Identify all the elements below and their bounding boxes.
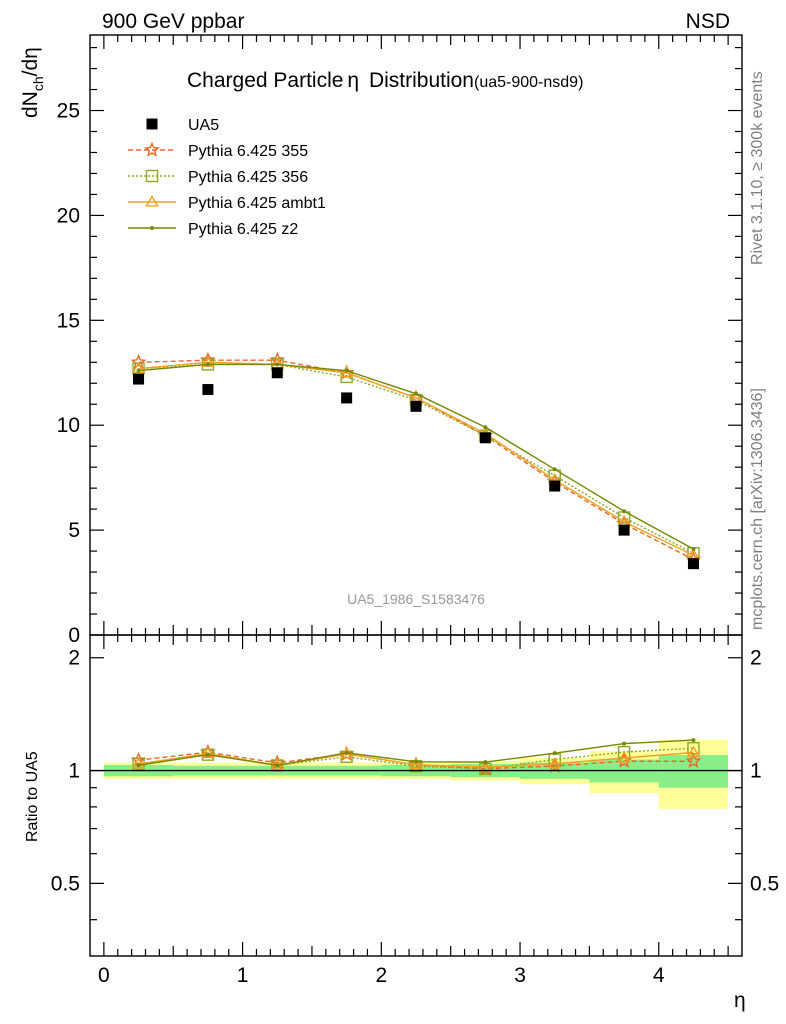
ratio-frame [89, 634, 743, 957]
ratio-tick-label-left-2: 2 [68, 647, 80, 670]
rivet-label: Rivet 3.1.10, ≥ 300k events [749, 71, 766, 265]
series-3-point-4 [414, 391, 418, 396]
y-tick-label-3: 15 [57, 309, 80, 332]
ratio-1-point-8 [687, 742, 700, 755]
title-rest: Distribution [363, 69, 474, 92]
series-3-point-2 [275, 362, 280, 367]
ratio-2-point-7 [617, 751, 631, 763]
ratio-2-point-8 [686, 745, 701, 758]
y-label-sub: ch [30, 76, 46, 91]
ratio-2-point-0 [131, 757, 146, 769]
main-series-group [130, 351, 702, 570]
ratio-line-2 [138, 751, 694, 768]
ratio-2-point-4 [409, 757, 423, 770]
ratio-2-point-6 [547, 756, 562, 769]
legend-marker-1 [145, 169, 159, 183]
ratio-3-point-1 [205, 752, 210, 757]
mcplots-label: mcplots.cern.ch [arXiv:1306.3436] [749, 388, 766, 630]
ratio-3-point-6 [552, 751, 557, 756]
ratio-3-point-3 [344, 750, 349, 755]
data-point-5 [479, 432, 491, 444]
legend-label-0: Pythia 6.425 355 [188, 143, 308, 160]
title-id: (ua5-900-nsd9) [474, 74, 583, 91]
x-axis-label: η [734, 989, 746, 1012]
series-3-point-0 [136, 368, 141, 373]
data-point-6 [549, 480, 561, 492]
ratio-tick-label-right-2: 2 [750, 647, 762, 670]
y-tick-label-2: 10 [57, 414, 80, 437]
y-tick-label-0: 0 [68, 624, 80, 647]
ratio-0-point-8 [685, 753, 702, 768]
ratio-3-point-5 [483, 760, 488, 765]
ratio-tick-label-left-1: 1 [68, 760, 80, 783]
x-tick-label-1: 1 [237, 964, 249, 987]
series-3-point-7 [622, 509, 627, 514]
ratio-3-point-4 [414, 759, 418, 764]
legend: UA5 Pythia 6.425 355 Pythia 6.425 356 Pythi… [128, 117, 326, 238]
series-3-point-6 [552, 467, 557, 472]
data-point-8 [687, 558, 699, 570]
title-main: Charged Particle [187, 69, 343, 92]
legend-label-2: Pythia 6.425 ambt1 [188, 195, 326, 212]
process-label: NSD [686, 10, 730, 33]
legend-label-1: Pythia 6.425 356 [188, 169, 308, 186]
series-3-point-8 [691, 546, 696, 551]
y-tick-label-4: 20 [57, 204, 80, 227]
data-point-0 [133, 373, 145, 385]
ratio-tick-label-right-1: 1 [750, 760, 762, 783]
legend-label-data: UA5 [188, 117, 219, 134]
ratio-3-point-7 [622, 741, 627, 746]
ratio-y-label: Ratio to UA5 [24, 751, 41, 842]
ratio-3-point-0 [136, 763, 141, 768]
ratio-uncertainty-band [103, 739, 729, 809]
ratio-0-point-4 [408, 756, 424, 772]
data-point-7 [618, 524, 630, 536]
ratio-2-point-1 [201, 746, 215, 758]
title-eta: η [347, 69, 359, 92]
x-tick-label-4: 4 [653, 964, 665, 987]
band-inner-8 [658, 755, 729, 788]
analysis-label: UA5_1986_S1583476 [347, 591, 485, 607]
series-3-point-5 [483, 425, 488, 430]
energy-label: 900 GeV ppbar [102, 10, 244, 33]
series-3-point-3 [344, 368, 349, 373]
series-line-2 [138, 361, 694, 556]
ratio-3-point-2 [275, 763, 280, 768]
series-0-point-0 [130, 354, 147, 369]
y-tick-label-5: 25 [57, 100, 80, 123]
ratio-tick-label-right-0: 0.5 [750, 872, 779, 895]
y-label-main: dN [19, 91, 42, 118]
legend-marker-data [146, 118, 158, 130]
y-axis-label: dNch/dη [19, 47, 46, 118]
ratio-series-group [90, 738, 742, 776]
y-label-rest: /dη [19, 47, 42, 76]
data-point-4 [410, 400, 422, 412]
legend-marker-3 [150, 226, 154, 230]
axes-group: 0 5 10 15 20 25 0 1 2 3 4 0.5 0.5 1 1 2 2 [51, 34, 779, 987]
x-tick-label-3: 3 [514, 964, 526, 987]
data-point-3 [341, 392, 353, 404]
legend-label-3: Pythia 6.425 z2 [188, 221, 298, 238]
x-tick-label-0: 0 [98, 964, 110, 987]
legend-marker-0 [144, 141, 160, 157]
ratio-3-point-8 [691, 738, 696, 743]
data-point-1 [202, 384, 214, 396]
chart-title: Charged Particle η Distribution(ua5-900-n… [187, 69, 583, 92]
y-tick-label-1: 5 [68, 519, 80, 542]
series-3-point-1 [205, 362, 210, 367]
data-point-2 [271, 367, 283, 379]
ratio-tick-label-left-0: 0.5 [51, 872, 80, 895]
x-tick-label-2: 2 [375, 964, 387, 987]
legend-marker-2 [145, 195, 159, 207]
